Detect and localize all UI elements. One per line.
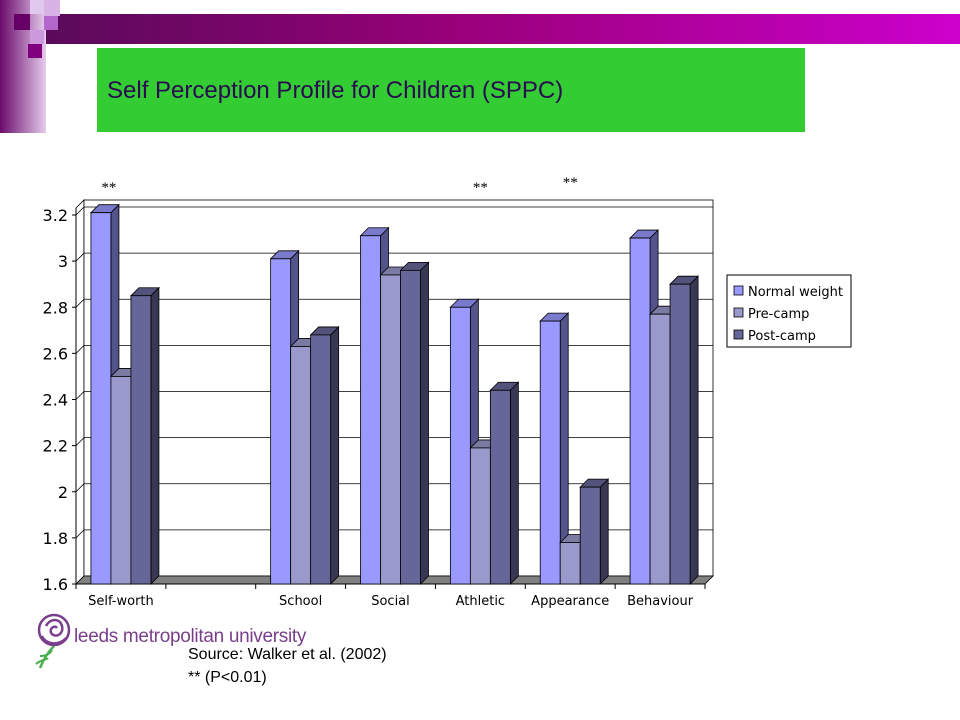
legend-label: Pre-camp (748, 307, 809, 322)
significance-marker: ** (563, 175, 578, 191)
bar (449, 306, 471, 585)
bar-side (689, 275, 699, 585)
gridline-diagonal (75, 298, 85, 308)
legend (726, 274, 852, 348)
logo-text: leeds metropolitan university (74, 626, 307, 647)
bar (649, 313, 671, 585)
slide-title: Self Perception Profile for Children (SP… (107, 77, 564, 104)
gridline-diagonal (75, 483, 85, 493)
y-tick-label: 2.2 (43, 437, 68, 456)
y-tick-label: 3.2 (43, 206, 68, 225)
bar-side (420, 261, 429, 585)
bar-side (509, 381, 519, 585)
legend-swatch (733, 329, 744, 340)
x-tick-label: Self-worth (88, 594, 154, 609)
gridline-diagonal (75, 206, 85, 216)
x-tick-label: Social (371, 594, 410, 609)
y-tick-label: 3 (58, 252, 68, 271)
bar (629, 237, 651, 585)
legend-label: Post-camp (748, 329, 816, 344)
y-tick-label: 2 (58, 483, 68, 502)
bar (559, 542, 581, 585)
bar-side (330, 325, 340, 585)
bar (310, 334, 332, 585)
y-tick-label: 2.6 (43, 344, 68, 363)
bar-side (150, 286, 160, 585)
gridline-diagonal (75, 345, 85, 354)
gridline-diagonal (75, 529, 85, 539)
y-tick-label: 2.4 (43, 391, 68, 410)
gridline-diagonal (75, 437, 85, 446)
bar (579, 486, 601, 585)
gridline-diagonal (75, 252, 85, 262)
legend-swatch (733, 307, 744, 318)
legend-label: Normal weight (748, 285, 843, 300)
y-tick-label: 1.6 (43, 575, 68, 594)
bar (90, 212, 112, 585)
bar (669, 283, 691, 585)
university-logo: leeds metropolitan university (26, 608, 306, 674)
y-tick-label: 1.8 (43, 529, 68, 548)
bar (400, 269, 421, 585)
significance-marker: ** (473, 180, 488, 196)
legend-swatch (733, 285, 744, 296)
x-tick-label: Appearance (531, 594, 609, 609)
significance-note: ** (P<0.01) (188, 669, 267, 686)
bar (539, 320, 561, 585)
title-box: Self Perception Profile for Children (SP… (97, 48, 805, 132)
x-tick-label: Athletic (456, 594, 505, 609)
bar-chart: 1.6 1.8 2 2.2 2.4 2.6 2.8 3 3.2 Self-worth School S… (43, 175, 852, 609)
bar (489, 389, 511, 585)
header-decoration (0, 0, 960, 133)
source-note: Source: Walker et al. (2002) (188, 646, 387, 663)
bar (469, 447, 491, 585)
bar (380, 274, 401, 585)
x-tick-label: School (279, 594, 322, 609)
rose-logo-icon (35, 613, 71, 669)
bar (290, 346, 312, 585)
bar (360, 235, 381, 585)
y-tick-label: 2.8 (43, 298, 68, 317)
x-tick-label: Behaviour (627, 594, 694, 609)
bar-side (599, 478, 609, 585)
bar (130, 295, 152, 585)
significance-marker: ** (101, 180, 116, 196)
gridline-diagonal (75, 391, 85, 400)
bar (110, 376, 132, 585)
bar (270, 258, 292, 585)
